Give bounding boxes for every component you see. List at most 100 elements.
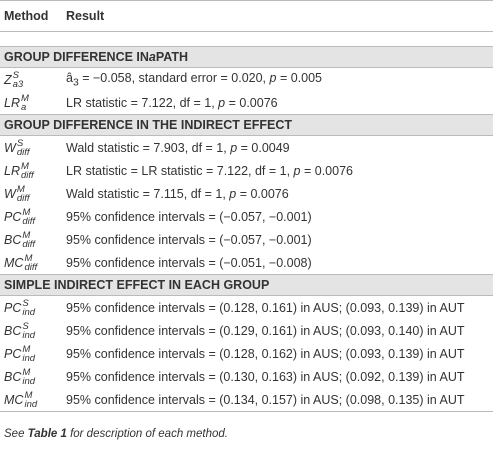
text-segment: See bbox=[4, 428, 28, 440]
method-sup: M bbox=[22, 343, 31, 355]
text-segment: p bbox=[218, 95, 226, 110]
text-segment: GROUP DIFFERENCE IN bbox=[4, 50, 149, 64]
result-cell: Wald statistic = 7.115, df = 1, p = 0.00… bbox=[66, 187, 493, 201]
text-segment: 95% confidence intervals = (0.130, 0.163… bbox=[66, 369, 465, 384]
text-segment: Wald statistic = 7.903, df = 1, bbox=[66, 140, 231, 155]
method-base: LR bbox=[4, 95, 20, 110]
text-segment: â bbox=[66, 70, 73, 85]
result-cell: LR statistic = 7.122, df = 1, p = 0.0076 bbox=[66, 96, 493, 110]
header-cell: Result bbox=[66, 9, 105, 23]
text-segment: 95% confidence intervals = (0.128, 0.162… bbox=[66, 346, 465, 361]
method-sub: diff bbox=[22, 238, 36, 250]
method-sub: ind bbox=[22, 306, 36, 318]
method-sup: S bbox=[22, 297, 29, 309]
text-segment: 95% confidence intervals = (0.134, 0.157… bbox=[66, 392, 465, 407]
result-cell: 95% confidence intervals = (0.134, 0.157… bbox=[66, 393, 493, 407]
result-cell: 95% confidence intervals = (0.130, 0.163… bbox=[66, 370, 493, 384]
text-segment: PATH bbox=[155, 50, 189, 64]
method-base: MC bbox=[4, 255, 24, 270]
method-base: MC bbox=[4, 392, 24, 407]
method-sup: M bbox=[20, 92, 29, 104]
method-sup: S bbox=[12, 69, 19, 81]
text-segment: = −0.058, standard error = 0.020, bbox=[78, 70, 270, 85]
method-base: PC bbox=[4, 209, 22, 224]
section-header: GROUP DIFFERENCE IN THE INDIRECT EFFECT bbox=[0, 114, 493, 136]
text-segment: Wald statistic = 7.115, df = 1, bbox=[66, 186, 230, 201]
method-sup: M bbox=[16, 183, 25, 195]
text-segment: p bbox=[293, 163, 301, 178]
text-segment: p bbox=[229, 186, 237, 201]
text-segment: = 0.0076 bbox=[225, 95, 278, 110]
text-segment: GROUP DIFFERENCE IN THE INDIRECT EFFECT bbox=[4, 118, 292, 132]
result-cell: 95% confidence intervals = (0.128, 0.162… bbox=[66, 347, 493, 361]
method-sub: diff bbox=[20, 169, 34, 181]
method-base: LR bbox=[4, 163, 20, 178]
text-segment: 95% confidence intervals = (−0.057, −0.0… bbox=[66, 209, 312, 224]
text-segment: = 0.005 bbox=[276, 70, 322, 85]
method-sup: S bbox=[22, 320, 29, 332]
text-segment: p bbox=[269, 70, 277, 85]
text-segment: p bbox=[230, 140, 238, 155]
method-sub: diff bbox=[16, 192, 30, 204]
method-base: Z bbox=[4, 72, 12, 87]
result-cell: 95% confidence intervals = (−0.057, −0.0… bbox=[66, 210, 493, 224]
text-segment: 95% confidence intervals = (−0.057, −0.0… bbox=[66, 232, 312, 247]
result-cell: 95% confidence intervals = (0.128, 0.161… bbox=[66, 301, 493, 315]
result-cell: 95% confidence intervals = (0.129, 0.161… bbox=[66, 324, 493, 338]
text-segment: SIMPLE INDIRECT EFFECT IN EACH GROUP bbox=[4, 278, 270, 292]
method-base: BC bbox=[4, 232, 22, 247]
method-sub: ind bbox=[24, 398, 38, 410]
method-sub: diff bbox=[24, 261, 38, 273]
method-sub: diff bbox=[22, 215, 36, 227]
text-segment: LR statistic = LR statistic = 7.122, df … bbox=[66, 163, 294, 178]
method-sup: S bbox=[16, 137, 24, 149]
method-base: PC bbox=[4, 300, 22, 315]
section-header: SIMPLE INDIRECT EFFECT IN EACH GROUP bbox=[0, 274, 493, 296]
footnote: See Table 1 for description of each meth… bbox=[4, 428, 228, 440]
method-sup: M bbox=[22, 206, 31, 218]
method-sup: M bbox=[24, 252, 33, 264]
text-segment: 3 bbox=[72, 77, 79, 89]
method-sub: diff bbox=[16, 146, 30, 158]
method-base: W bbox=[4, 186, 16, 201]
